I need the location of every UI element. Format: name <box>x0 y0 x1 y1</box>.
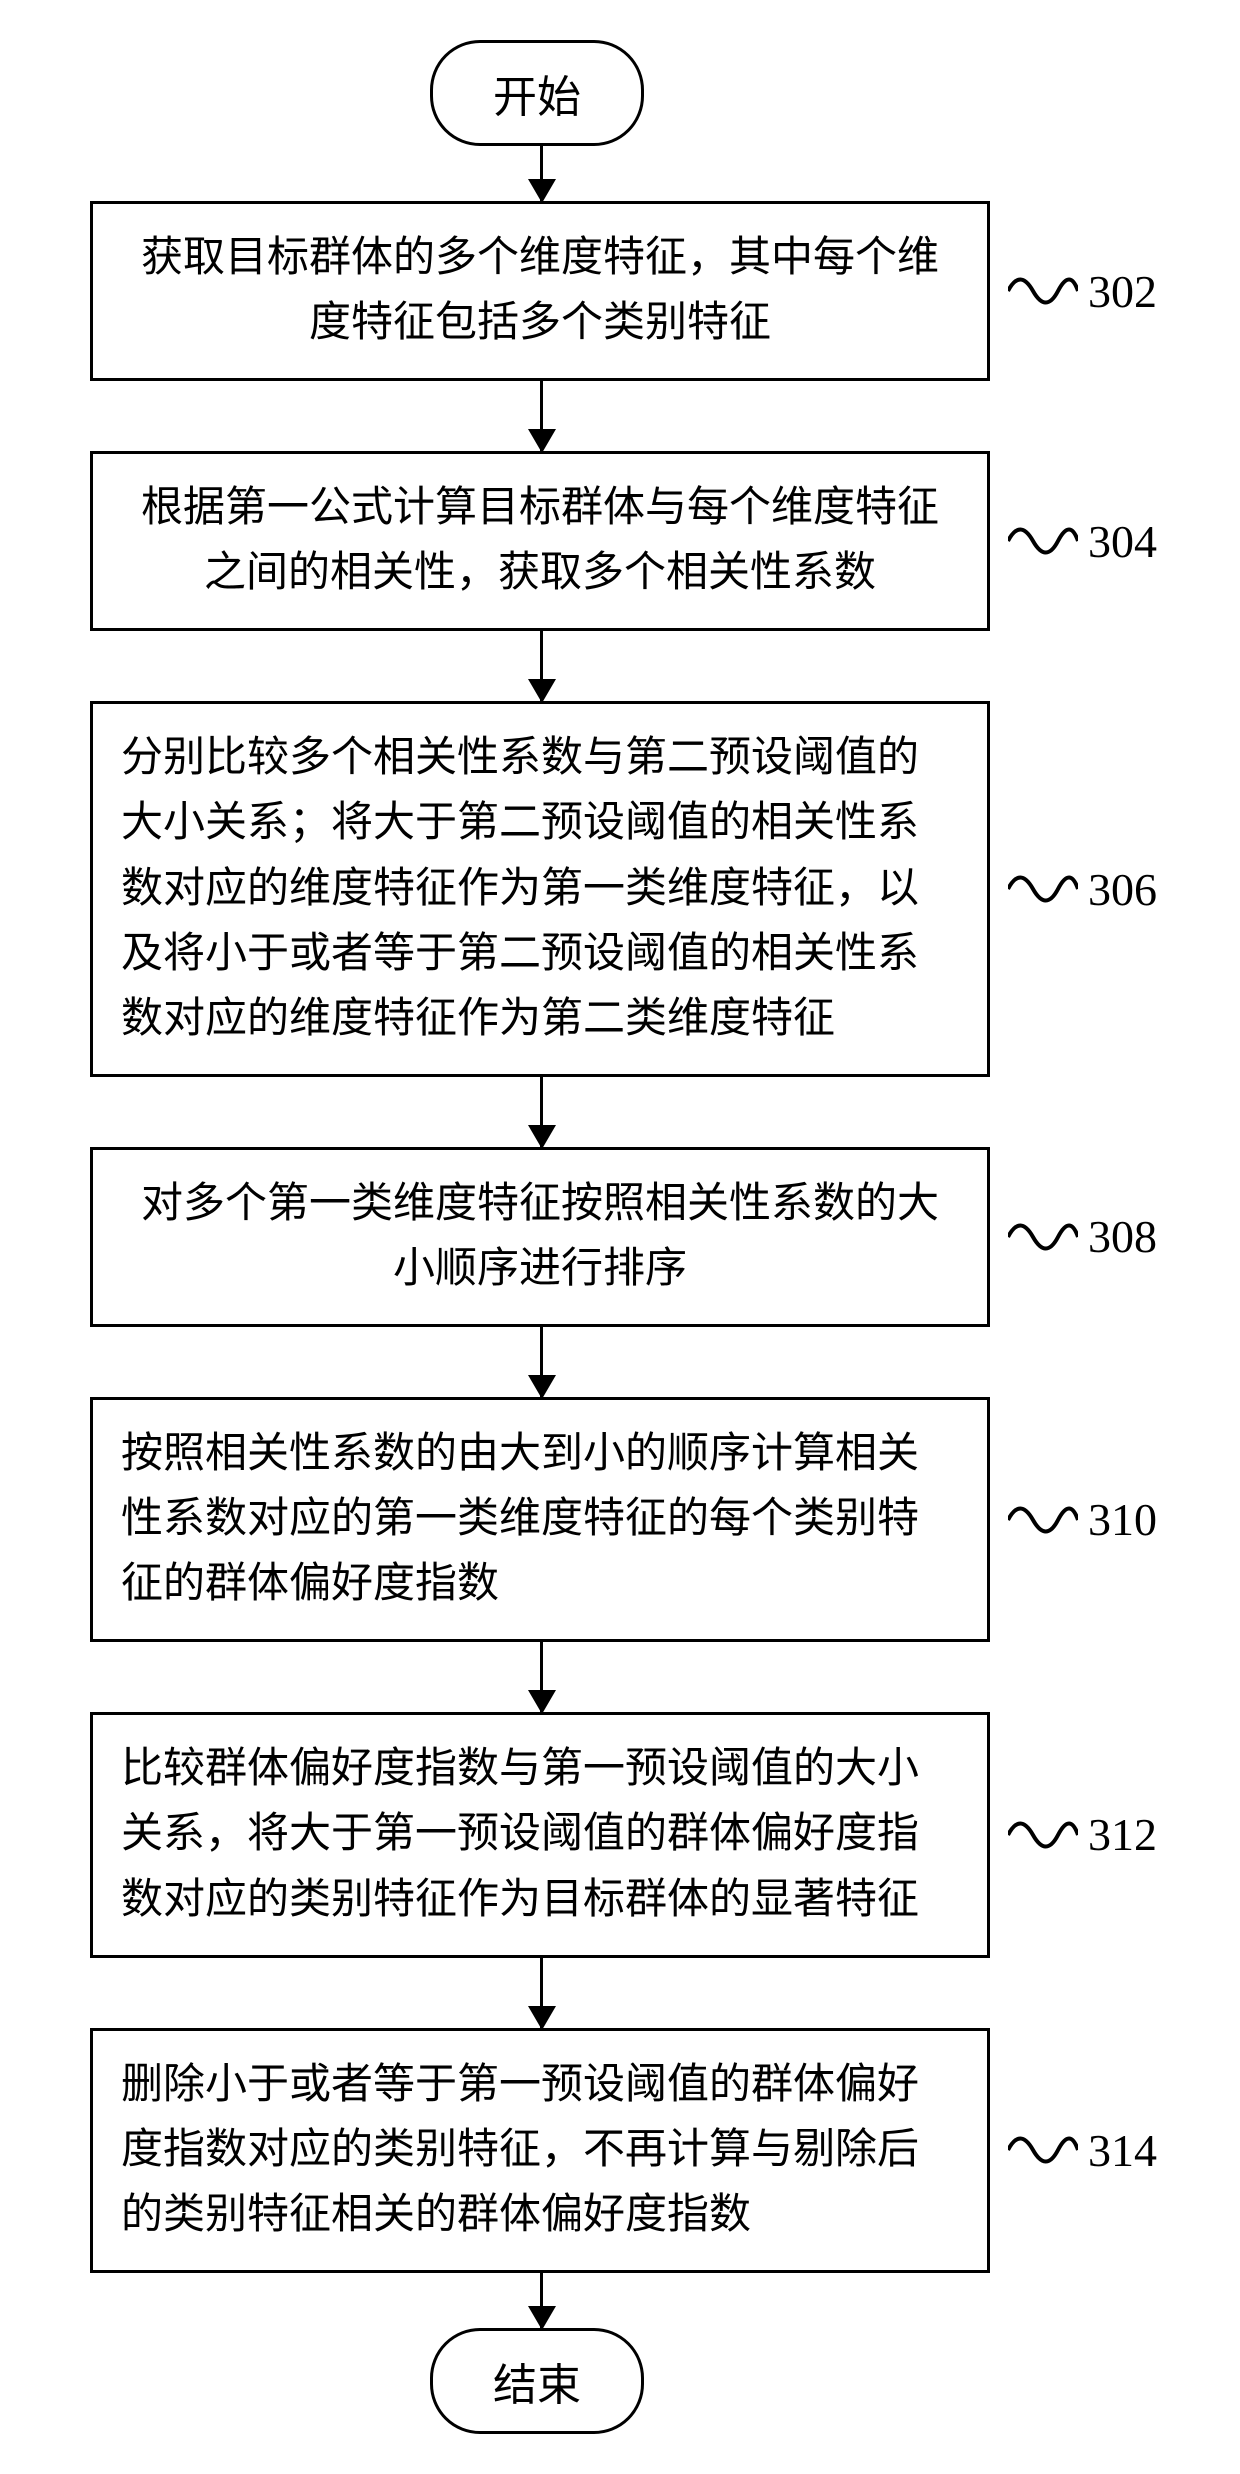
squiggle-connector <box>1008 516 1078 566</box>
step-number: 308 <box>1088 1210 1157 1263</box>
step-row: 获取目标群体的多个维度特征，其中每个维度特征包括多个类别特征 302 <box>30 201 1210 381</box>
start-terminal-row: 开始 <box>30 40 1210 146</box>
step-label: 302 <box>1008 265 1157 318</box>
squiggle-connector <box>1008 1212 1078 1262</box>
step-row: 对多个第一类维度特征按照相关性系数的大小顺序进行排序 308 <box>30 1147 1210 1327</box>
step-number: 310 <box>1088 1493 1157 1546</box>
process-box-312: 比较群体偏好度指数与第一预设阈值的大小关系，将大于第一预设阈值的群体偏好度指数对… <box>90 1712 990 1957</box>
step-label: 306 <box>1008 863 1157 916</box>
arrow <box>540 631 543 701</box>
arrow <box>540 1077 543 1147</box>
arrow <box>540 381 543 451</box>
start-terminal: 开始 <box>430 40 644 146</box>
arrow <box>540 1327 543 1397</box>
step-row: 根据第一公式计算目标群体与每个维度特征之间的相关性，获取多个相关性系数 304 <box>30 451 1210 631</box>
step-number: 312 <box>1088 1808 1157 1861</box>
step-number: 314 <box>1088 2124 1157 2177</box>
arrow <box>540 1958 543 2028</box>
squiggle-connector <box>1008 864 1078 914</box>
step-label: 312 <box>1008 1808 1157 1861</box>
process-box-306: 分别比较多个相关性系数与第二预设阈值的大小关系；将大于第二预设阈值的相关性系数对… <box>90 701 990 1076</box>
arrow <box>540 146 543 201</box>
step-label: 310 <box>1008 1493 1157 1546</box>
flowchart-container: 开始 获取目标群体的多个维度特征，其中每个维度特征包括多个类别特征 302 根据… <box>30 40 1210 2434</box>
squiggle-connector <box>1008 1495 1078 1545</box>
squiggle-connector <box>1008 266 1078 316</box>
arrow <box>540 1642 543 1712</box>
process-box-310: 按照相关性系数的由大到小的顺序计算相关性系数对应的第一类维度特征的每个类别特征的… <box>90 1397 990 1642</box>
step-row: 删除小于或者等于第一预设阈值的群体偏好度指数对应的类别特征，不再计算与剔除后的类… <box>30 2028 1210 2273</box>
process-box-314: 删除小于或者等于第一预设阈值的群体偏好度指数对应的类别特征，不再计算与剔除后的类… <box>90 2028 990 2273</box>
step-label: 314 <box>1008 2124 1157 2177</box>
squiggle-connector <box>1008 2125 1078 2175</box>
step-row: 按照相关性系数的由大到小的顺序计算相关性系数对应的第一类维度特征的每个类别特征的… <box>30 1397 1210 1642</box>
squiggle-connector <box>1008 1810 1078 1860</box>
arrow <box>540 2273 543 2328</box>
step-label: 308 <box>1008 1210 1157 1263</box>
step-number: 306 <box>1088 863 1157 916</box>
end-terminal: 结束 <box>430 2328 644 2434</box>
step-row: 比较群体偏好度指数与第一预设阈值的大小关系，将大于第一预设阈值的群体偏好度指数对… <box>30 1712 1210 1957</box>
process-box-302: 获取目标群体的多个维度特征，其中每个维度特征包括多个类别特征 <box>90 201 990 381</box>
process-box-308: 对多个第一类维度特征按照相关性系数的大小顺序进行排序 <box>90 1147 990 1327</box>
process-box-304: 根据第一公式计算目标群体与每个维度特征之间的相关性，获取多个相关性系数 <box>90 451 990 631</box>
step-label: 304 <box>1008 515 1157 568</box>
step-number: 302 <box>1088 265 1157 318</box>
step-number: 304 <box>1088 515 1157 568</box>
step-row: 分别比较多个相关性系数与第二预设阈值的大小关系；将大于第二预设阈值的相关性系数对… <box>30 701 1210 1076</box>
end-terminal-row: 结束 <box>30 2328 1210 2434</box>
